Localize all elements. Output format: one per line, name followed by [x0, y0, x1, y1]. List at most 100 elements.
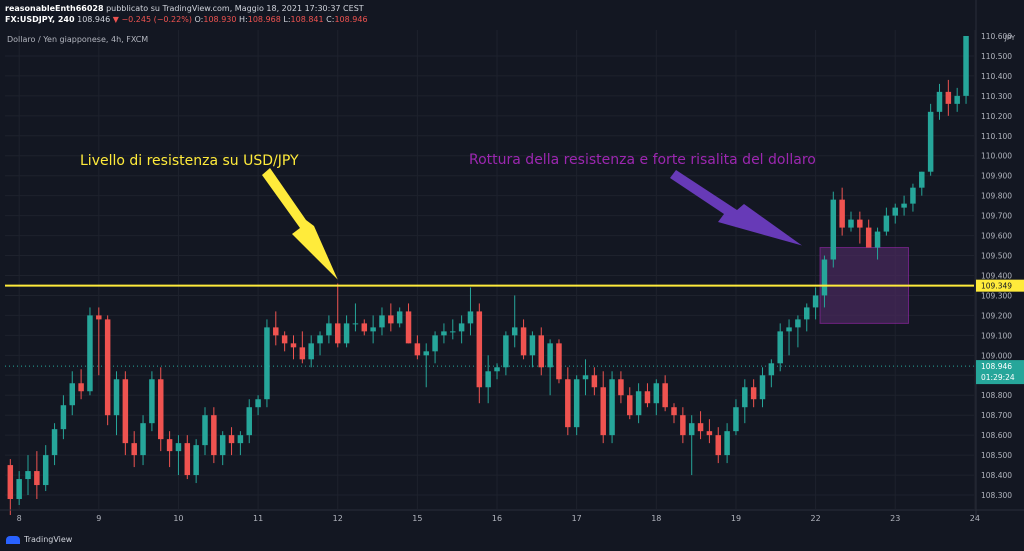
low-value: 108.841 — [290, 15, 324, 24]
symbol-description: Dollaro / Yen giapponese, 4h, FXCM — [7, 35, 149, 44]
candle — [600, 371, 606, 444]
candle — [273, 311, 279, 346]
price-change: −0.245 (−0.22%) — [121, 15, 192, 24]
candle — [432, 331, 438, 364]
candle — [671, 403, 677, 424]
countdown-tag-text: 01:29:24 — [981, 373, 1015, 382]
price-tick: 108.400 — [981, 471, 1012, 480]
candle — [42, 445, 49, 492]
price-tick: 110.000 — [981, 152, 1012, 161]
candle-body — [936, 91, 943, 112]
candle-body — [494, 367, 500, 372]
candle — [724, 423, 730, 464]
candle-body — [635, 391, 642, 416]
candle — [211, 407, 217, 464]
candle — [458, 315, 465, 344]
date-tick: 17 — [572, 514, 582, 523]
candle-body — [476, 311, 483, 388]
candle — [812, 287, 819, 320]
candle — [511, 295, 518, 348]
candle-body — [857, 219, 863, 228]
candle-body — [565, 379, 571, 428]
price-tick: 109.800 — [981, 192, 1012, 201]
candle — [87, 307, 93, 396]
price-tick: 109.400 — [981, 271, 1012, 280]
candle — [644, 383, 651, 408]
breakout-annotation[interactable]: Rottura della resistenza e forte risalit… — [469, 152, 816, 168]
candle-body — [653, 383, 660, 404]
candle — [308, 335, 314, 368]
candle-body — [573, 379, 580, 428]
candle-body — [529, 335, 536, 356]
candle-body — [7, 465, 14, 500]
candle-body — [42, 455, 49, 486]
candle-body — [821, 259, 828, 296]
candle — [317, 331, 323, 356]
candle-body — [706, 431, 713, 436]
candle-body — [485, 371, 491, 388]
candle-body — [618, 379, 624, 396]
candle-body — [830, 199, 837, 260]
candle-body — [246, 407, 252, 436]
candle-body — [317, 335, 323, 344]
candle-body — [370, 327, 376, 332]
candle — [857, 211, 863, 244]
candle-body — [680, 415, 686, 436]
candle-body — [600, 387, 606, 436]
publisher-name[interactable]: reasonableEnth66028 — [5, 4, 104, 13]
candle — [131, 431, 137, 468]
date-tick: 16 — [492, 514, 502, 523]
candle-body — [556, 343, 562, 380]
candle-body — [795, 319, 801, 328]
candle — [193, 439, 199, 484]
down-triangle-icon: ▼ — [112, 15, 119, 24]
candle-body — [281, 335, 288, 344]
tradingview-footer: TradingView — [6, 535, 72, 544]
candle — [573, 375, 580, 436]
candle-body — [644, 391, 651, 404]
time-axis[interactable]: 89101112151617181922232425262930 — [0, 509, 1024, 523]
candle-body — [724, 431, 730, 456]
price-tick: 109.700 — [981, 212, 1012, 221]
candle-body — [520, 327, 527, 356]
candle-body — [883, 215, 890, 232]
candle — [627, 387, 633, 420]
candle-body — [804, 307, 810, 320]
purple-arrow-icon — [670, 170, 803, 246]
candle-body — [733, 407, 739, 432]
candle — [927, 103, 934, 176]
candle-body — [591, 375, 598, 388]
candle — [786, 319, 792, 356]
candle-body — [627, 395, 633, 416]
date-tick: 15 — [412, 514, 422, 523]
candle-body — [140, 423, 146, 456]
candle-body — [848, 219, 854, 228]
candle — [149, 371, 155, 432]
candle-body — [511, 327, 518, 336]
date-tick: 19 — [731, 514, 741, 523]
symbol-interval[interactable]: FX:USDJPY, 240 — [5, 15, 75, 24]
candle-body — [405, 311, 412, 344]
candle-body — [166, 439, 173, 452]
candle-body — [104, 319, 111, 416]
candle — [494, 363, 500, 380]
candle — [839, 187, 845, 236]
resistance-annotation[interactable]: Livello di resistenza su USD/JPY — [80, 153, 299, 169]
price-tick: 109.200 — [981, 311, 1012, 320]
candle-body — [458, 323, 465, 332]
candle-body — [812, 295, 819, 308]
candle — [821, 255, 828, 308]
candle-body — [193, 445, 199, 476]
candle — [715, 427, 721, 464]
date-tick: 8 — [17, 514, 22, 523]
candle — [936, 83, 943, 120]
candle-body — [16, 479, 22, 500]
date-tick: 24 — [970, 514, 980, 523]
candle-body — [69, 383, 75, 406]
candle-body — [60, 405, 67, 430]
candle — [804, 303, 810, 332]
candle — [96, 307, 102, 376]
price-tick: 109.000 — [981, 351, 1012, 360]
